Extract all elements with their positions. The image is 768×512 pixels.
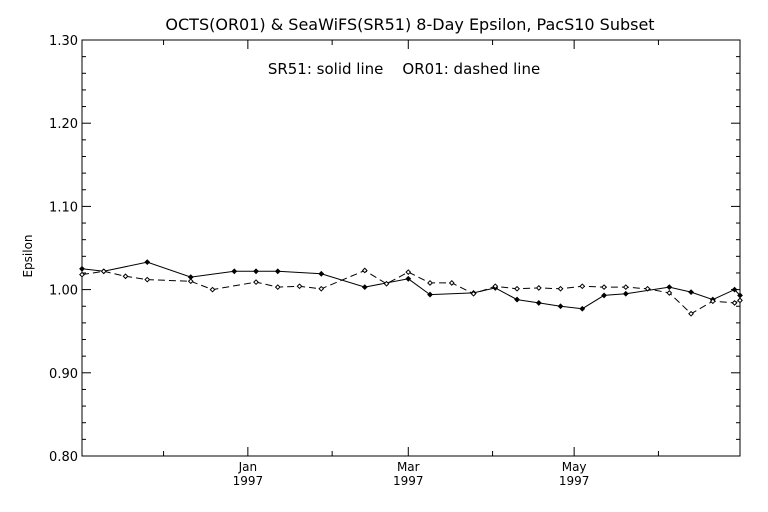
chart-title: OCTS(OR01) & SeaWiFS(SR51) 8-Day Epsilon…: [165, 15, 654, 34]
data-point-or01: [622, 284, 629, 291]
x-tick-month: May: [562, 460, 587, 474]
data-point-or01: [470, 290, 477, 297]
x-tick-month: Jan: [238, 460, 258, 474]
data-point-or01: [100, 268, 107, 275]
data-point-or01: [274, 284, 281, 291]
data-point-or01: [601, 284, 607, 291]
data-point-sr51: [361, 284, 368, 291]
data-point-sr51: [514, 296, 520, 303]
data-point-or01: [579, 283, 586, 290]
data-point-or01: [405, 269, 412, 276]
data-point-or01: [737, 297, 743, 304]
series-layer: [79, 259, 743, 317]
axes: 0.800.901.001.101.201.30Jan1997Mar1997Ma…: [49, 34, 740, 488]
data-point-sr51: [688, 289, 694, 296]
plot-frame: [81, 39, 741, 457]
series-annotation: SR51: solid line OR01: dashed line: [268, 60, 540, 78]
data-point-sr51: [231, 268, 238, 275]
data-point-or01: [514, 285, 520, 292]
data-point-or01: [427, 280, 433, 286]
data-point-or01: [709, 298, 716, 305]
data-point-sr51: [579, 305, 586, 312]
x-tick-year: 1997: [393, 474, 424, 488]
data-point-or01: [731, 300, 738, 306]
series-line-sr51: [81, 261, 741, 310]
data-point-sr51: [318, 270, 325, 277]
y-tick-label: 1.30: [49, 34, 78, 49]
data-point-or01: [253, 279, 259, 286]
data-point-sr51: [253, 268, 259, 275]
y-tick-label: 0.90: [49, 367, 78, 382]
data-point-or01: [122, 273, 129, 280]
data-point-sr51: [427, 291, 433, 298]
data-point-or01: [187, 278, 194, 285]
data-point-sr51: [737, 292, 743, 299]
y-tick-label: 1.00: [49, 284, 78, 299]
data-point-sr51: [535, 300, 542, 306]
data-point-or01: [492, 283, 499, 290]
data-point-sr51: [274, 268, 281, 275]
data-point-sr51: [622, 290, 629, 297]
y-axis-label: Epsilon: [21, 234, 35, 277]
x-tick-month: Mar: [397, 460, 420, 474]
data-point-sr51: [144, 259, 151, 266]
data-point-sr51: [601, 292, 607, 299]
y-tick-label: 1.10: [49, 200, 78, 215]
data-point-sr51: [405, 275, 412, 282]
data-point-or01: [318, 285, 325, 292]
y-tick-label: 1.20: [49, 117, 78, 132]
data-point-sr51: [666, 284, 673, 291]
x-tick-year: 1997: [559, 474, 590, 488]
data-point-or01: [79, 271, 85, 278]
data-point-or01: [688, 310, 694, 317]
data-point-or01: [557, 285, 564, 292]
data-point-or01: [296, 283, 303, 290]
data-point-or01: [535, 285, 542, 291]
data-point-or01: [383, 280, 390, 287]
data-point-sr51: [187, 274, 194, 281]
data-point-or01: [361, 267, 368, 274]
data-point-or01: [209, 286, 216, 293]
data-point-sr51: [731, 286, 738, 293]
data-point-sr51: [557, 303, 564, 310]
data-point-sr51: [79, 265, 85, 272]
data-point-or01: [144, 276, 151, 283]
y-tick-label: 0.80: [49, 450, 78, 465]
data-point-or01: [666, 290, 673, 296]
x-tick-year: 1997: [233, 474, 264, 488]
data-point-or01: [448, 280, 455, 286]
series-line-or01: [81, 269, 741, 315]
data-point-or01: [644, 285, 651, 292]
